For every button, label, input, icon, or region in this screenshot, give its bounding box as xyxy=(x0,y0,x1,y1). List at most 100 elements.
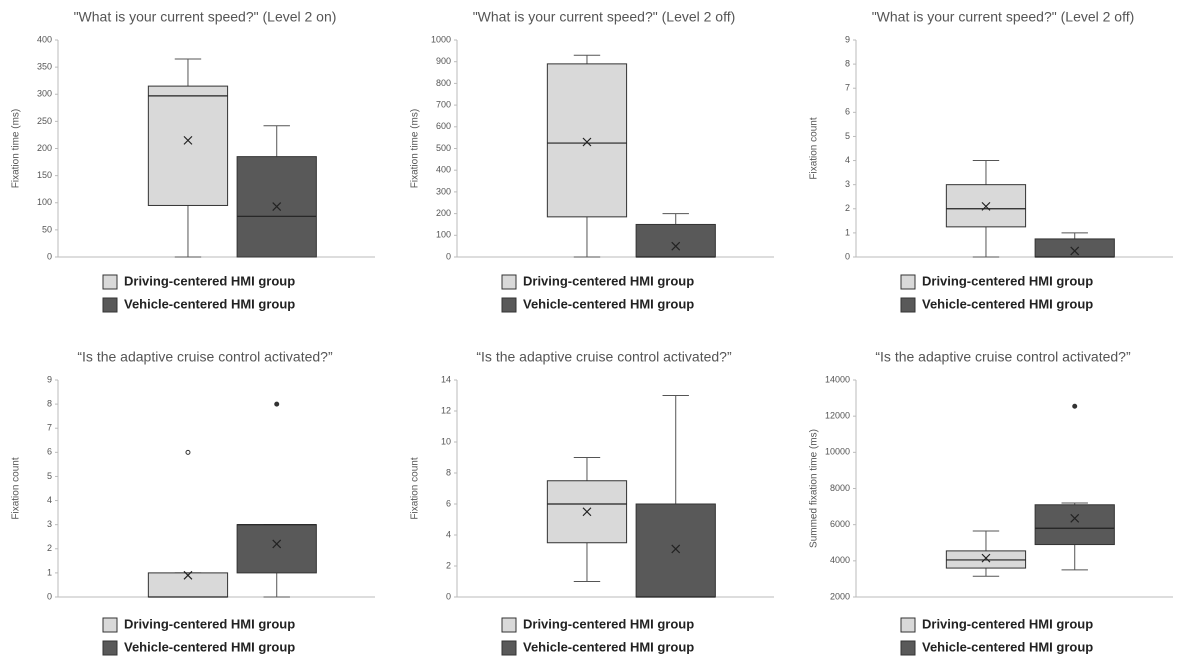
y-tick-label: 8 xyxy=(47,398,52,408)
y-tick-label: 50 xyxy=(42,224,52,234)
legend-swatch xyxy=(501,617,517,633)
y-tick-label: 4 xyxy=(446,529,451,539)
y-tick-label: 4 xyxy=(47,495,52,505)
box xyxy=(1034,504,1115,546)
legend-swatch xyxy=(102,297,118,313)
y-tick-label: 6 xyxy=(845,107,850,117)
y-axis-label: Fixation time (ms) xyxy=(11,109,22,188)
y-tick-label: 200 xyxy=(37,143,52,153)
y-tick-label: 800 xyxy=(436,78,451,88)
y-tick-label: 400 xyxy=(436,165,451,175)
y-tick-label: 0 xyxy=(845,251,850,261)
outlier xyxy=(185,449,191,455)
y-axis-label: Fixation count xyxy=(809,117,820,179)
y-tick-label: 6 xyxy=(446,498,451,508)
y-tick-label: 8000 xyxy=(830,483,850,493)
legend-swatch xyxy=(900,274,916,290)
y-tick-label: 9 xyxy=(845,34,850,44)
chart-title: “Is the adaptive cruise control activate… xyxy=(476,349,732,365)
y-tick-label: 0 xyxy=(47,591,52,601)
y-tick-label: 0 xyxy=(446,591,451,601)
y-tick-label: 5 xyxy=(845,131,850,141)
y-tick-label: 200 xyxy=(436,208,451,218)
y-axis-label: Fixation count xyxy=(410,457,421,519)
y-tick-label: 700 xyxy=(436,99,451,109)
legend-label: Driving-centered HMI group xyxy=(523,273,694,288)
box xyxy=(1034,238,1115,258)
y-tick-label: 600 xyxy=(436,121,451,131)
legend-swatch xyxy=(501,297,517,313)
box xyxy=(546,63,628,218)
y-tick-label: 350 xyxy=(37,62,52,72)
mean-marker xyxy=(1070,513,1080,523)
y-tick-label: 12000 xyxy=(825,411,850,421)
y-tick-label: 4 xyxy=(845,155,850,165)
y-tick-label: 1000 xyxy=(431,34,451,44)
chart-title: “Is the adaptive cruise control activate… xyxy=(875,349,1131,365)
y-tick-label: 8 xyxy=(446,467,451,477)
legend-label: Vehicle-centered HMI group xyxy=(922,296,1093,311)
mean-marker xyxy=(981,553,991,563)
legend-label: Vehicle-centered HMI group xyxy=(124,639,295,654)
mean-marker xyxy=(272,202,282,211)
y-tick-label: 400 xyxy=(37,34,52,44)
outlier xyxy=(1072,403,1078,409)
box xyxy=(635,503,716,598)
y-tick-label: 7 xyxy=(845,83,850,93)
y-tick-label: 7 xyxy=(47,423,52,433)
y-tick-label: 1 xyxy=(845,227,850,237)
y-tick-label: 0 xyxy=(446,251,451,261)
legend-label: Driving-centered HMI group xyxy=(124,616,295,631)
mean-marker xyxy=(183,570,193,580)
mean-marker xyxy=(582,137,592,147)
legend-swatch xyxy=(900,617,916,633)
y-tick-label: 0 xyxy=(47,251,52,261)
mean-marker xyxy=(183,135,193,145)
mean-marker xyxy=(272,539,282,549)
y-tick-label: 6 xyxy=(47,447,52,457)
legend-swatch xyxy=(501,640,517,656)
y-axis-label: Fixation time (ms) xyxy=(410,109,421,188)
legend-label: Vehicle-centered HMI group xyxy=(523,296,694,311)
outlier xyxy=(274,401,280,407)
box xyxy=(236,524,317,574)
legend-swatch xyxy=(900,640,916,656)
y-tick-label: 2000 xyxy=(830,591,850,601)
y-tick-label: 300 xyxy=(37,89,52,99)
y-tick-label: 150 xyxy=(37,170,52,180)
legend-label: Vehicle-centered HMI group xyxy=(124,296,295,311)
y-axis-label: Fixation count xyxy=(11,457,22,519)
y-tick-label: 100 xyxy=(436,230,451,240)
y-tick-label: 3 xyxy=(47,519,52,529)
legend-swatch xyxy=(102,617,118,633)
mean-marker xyxy=(671,241,681,251)
chart-title: "What is your current speed?" (Level 2 o… xyxy=(473,9,736,25)
chart-title: "What is your current speed?" (Level 2 o… xyxy=(872,9,1135,25)
y-tick-label: 100 xyxy=(37,197,52,207)
legend-swatch xyxy=(900,297,916,313)
box xyxy=(147,85,229,206)
box xyxy=(635,223,716,258)
y-tick-label: 12 xyxy=(441,405,451,415)
y-tick-label: 2 xyxy=(845,203,850,213)
legend-label: Driving-centered HMI group xyxy=(922,616,1093,631)
mean-marker xyxy=(671,544,681,554)
legend-swatch xyxy=(102,640,118,656)
y-tick-label: 250 xyxy=(37,116,52,126)
y-tick-label: 3 xyxy=(845,179,850,189)
y-tick-label: 14 xyxy=(441,374,451,384)
y-tick-label: 500 xyxy=(436,143,451,153)
mean-marker xyxy=(582,507,592,517)
legend-label: Vehicle-centered HMI group xyxy=(922,639,1093,654)
legend-label: Driving-centered HMI group xyxy=(523,616,694,631)
y-tick-label: 2 xyxy=(446,560,451,570)
y-tick-label: 5 xyxy=(47,471,52,481)
y-tick-label: 10 xyxy=(441,436,451,446)
y-tick-label: 10000 xyxy=(825,447,850,457)
y-tick-label: 300 xyxy=(436,186,451,196)
mean-marker xyxy=(1070,246,1080,256)
chart-title: “Is the adaptive cruise control activate… xyxy=(77,349,333,365)
mean-marker xyxy=(981,201,991,211)
y-tick-label: 4000 xyxy=(830,555,850,565)
